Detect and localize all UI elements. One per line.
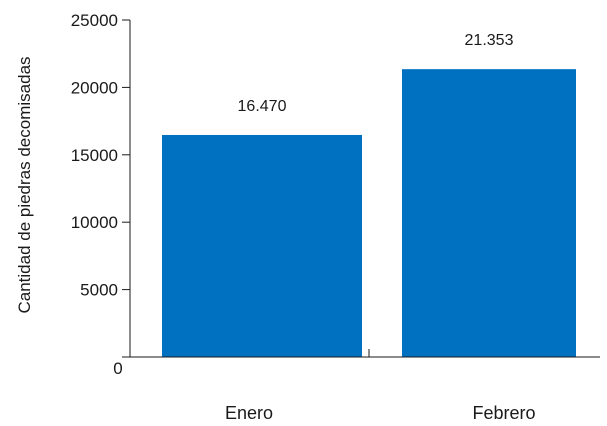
- value-label-enero: 16.470: [238, 98, 287, 115]
- category-label-febrero: Febrero: [472, 403, 535, 423]
- bar-febrero: [402, 69, 576, 357]
- bar-enero: [162, 134, 362, 357]
- bars-layer: [162, 69, 576, 357]
- y-tick-label: 25000: [71, 11, 118, 30]
- y-tick-label: 15000: [71, 146, 118, 165]
- y-tick-label: 5000: [80, 281, 118, 300]
- y-ticks: 0 5000 10000 15000 20000 25000: [71, 11, 370, 378]
- y-tick-label: 20000: [71, 78, 118, 97]
- labels-layer: 16.470 Enero 21.353 Febrero: [225, 32, 536, 423]
- y-axis-title: Cantidad de piedras decomisadas: [15, 56, 34, 313]
- y-tick-label: 0: [113, 359, 122, 378]
- value-label-febrero: 21.353: [465, 32, 514, 49]
- y-tick-label: 10000: [71, 213, 118, 232]
- axes-layer: [129, 20, 600, 358]
- category-label-enero: Enero: [225, 403, 273, 423]
